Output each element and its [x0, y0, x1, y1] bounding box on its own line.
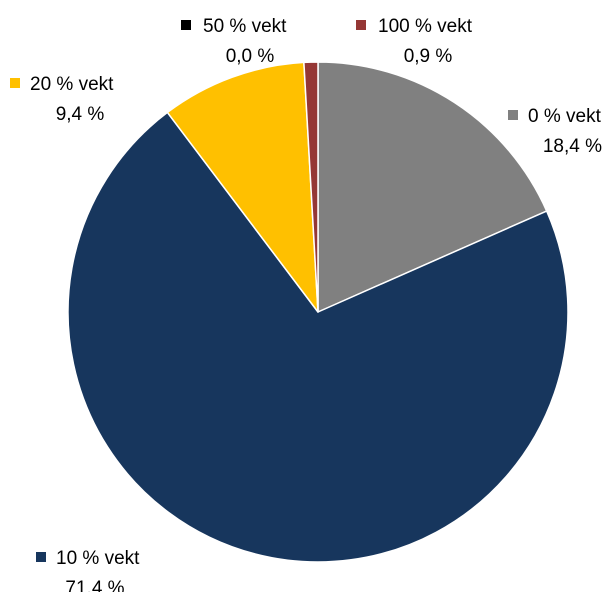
slice-value-20-vekt: 9,4 %: [56, 104, 105, 125]
slice-value-50-vekt: 0,0 %: [226, 46, 275, 67]
slice-value-100-vekt: 0,9 %: [404, 46, 453, 67]
legend-key-50-vekt: [181, 20, 191, 30]
data-label-100-vekt: 100 % vekt 0,9 %: [356, 16, 473, 67]
slice-label-10-vekt: 10 % vekt: [56, 548, 140, 569]
data-label-50-vekt: 50 % vekt 0,0 %: [181, 16, 287, 67]
slice-label-100-vekt: 100 % vekt: [378, 16, 473, 37]
slice-label-50-vekt: 50 % vekt: [203, 16, 287, 37]
legend-key-0-vekt: [508, 110, 518, 120]
data-label-10-vekt: 10 % vekt 71,4 %: [36, 548, 140, 592]
slice-value-0-vekt: 18,4 %: [543, 136, 602, 157]
pie-slice-100-vekt: [303, 61, 319, 313]
pie-slices: [67, 61, 569, 563]
slice-value-10-vekt: 71,4 %: [65, 578, 124, 592]
pie-slice-0-vekt: [317, 61, 548, 313]
legend-key-100-vekt: [356, 20, 366, 30]
pie-slice-20-vekt: [166, 61, 319, 313]
slice-label-20-vekt: 20 % vekt: [30, 74, 114, 95]
slice-label-0-vekt: 0 % vekt: [528, 106, 602, 127]
legend-key-10-vekt: [36, 552, 46, 562]
legend-key-20-vekt: [10, 78, 20, 88]
pie-slice-10-vekt: [67, 111, 569, 563]
data-label-0-vekt: 0 % vekt 18,4 %: [508, 106, 602, 157]
data-label-20-vekt: 20 % vekt 9,4 %: [10, 74, 114, 125]
